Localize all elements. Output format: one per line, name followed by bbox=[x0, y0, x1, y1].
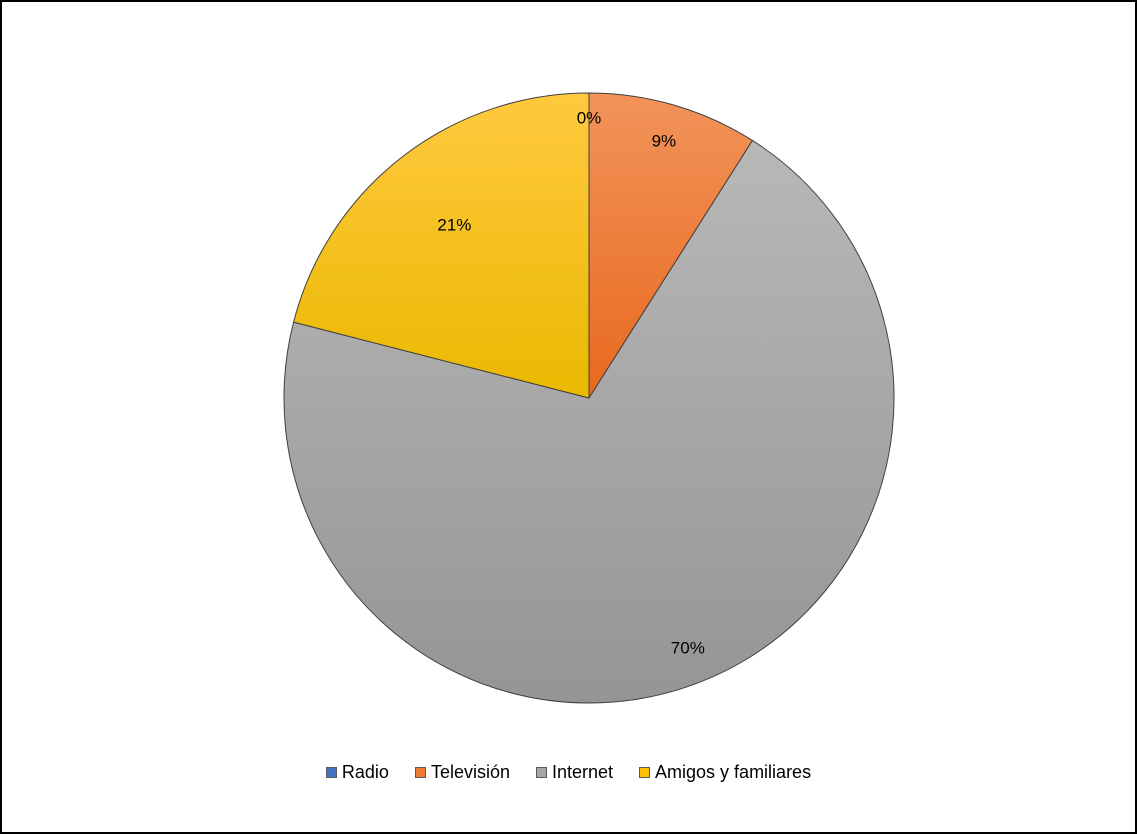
pie-slice-amigos-y-familiares bbox=[292, 92, 590, 399]
pie-chart: 0% 9% 70% 21% bbox=[283, 92, 895, 704]
legend-swatch-radio bbox=[325, 767, 337, 778]
legend-label-radio: Radio bbox=[341, 762, 389, 782]
legend-item-television: Televisión bbox=[414, 762, 510, 783]
data-label-amigos-y-familiares: 21% bbox=[437, 215, 471, 234]
data-label-internet: 70% bbox=[671, 639, 705, 658]
legend-swatch-amigos-y-familiares bbox=[639, 767, 651, 778]
data-label-television: 9% bbox=[652, 131, 677, 150]
pie-slice-internet bbox=[283, 139, 895, 704]
legend-swatch-television bbox=[414, 767, 426, 778]
legend-item-amigos-y-familiares: Amigos y familiares bbox=[639, 762, 811, 783]
chart-legend: Radio Televisión Internet Amigos y familiar… bbox=[2, 762, 1135, 783]
pie-slices bbox=[283, 92, 895, 704]
legend-label-internet: Internet bbox=[551, 762, 614, 782]
legend-label-amigos-y-familiares: Amigos y familiares bbox=[655, 762, 812, 782]
legend-swatch-internet bbox=[535, 767, 547, 778]
data-label-radio: 0% bbox=[577, 108, 602, 127]
legend-label-television: Televisión bbox=[430, 762, 510, 782]
legend-item-radio: Radio bbox=[325, 762, 389, 783]
pie-data-labels: 0% 9% 70% 21% bbox=[437, 108, 704, 657]
pie-slice-television bbox=[588, 92, 754, 400]
legend-item-internet: Internet bbox=[535, 762, 614, 783]
